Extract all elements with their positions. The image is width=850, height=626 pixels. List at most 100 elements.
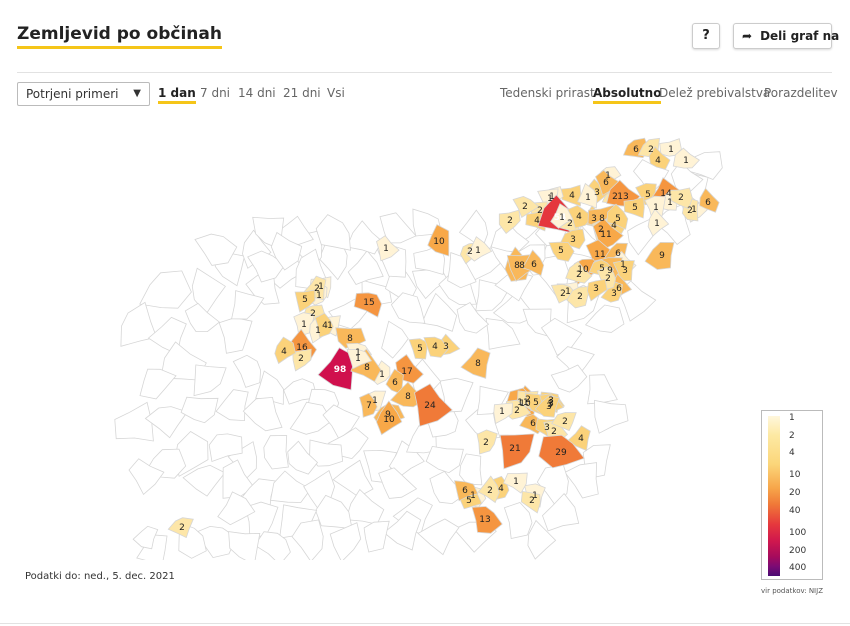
municipality[interactable] — [493, 402, 513, 425]
municipality[interactable] — [279, 504, 318, 539]
metric-select[interactable]: Potrjeni primeri ▼ — [17, 82, 150, 106]
municipality[interactable] — [584, 304, 625, 333]
municipality[interactable] — [383, 510, 422, 551]
municipality[interactable] — [222, 459, 255, 499]
municipality[interactable] — [139, 270, 192, 309]
share-button[interactable]: ➦ Deli graf na — [733, 23, 839, 49]
municipality[interactable] — [182, 464, 226, 497]
municipality[interactable] — [699, 187, 720, 213]
municipality[interactable] — [180, 396, 219, 424]
municipality[interactable] — [548, 241, 575, 262]
municipality[interactable] — [503, 472, 528, 494]
municipality[interactable] — [499, 433, 535, 470]
tab-14-dni[interactable]: 14 dni — [238, 86, 276, 100]
municipality[interactable] — [522, 249, 545, 277]
municipality[interactable] — [254, 531, 291, 560]
municipality[interactable] — [466, 236, 493, 262]
municipality[interactable] — [460, 347, 491, 379]
municipality[interactable] — [270, 231, 303, 271]
municipality[interactable] — [456, 301, 490, 334]
municipality[interactable] — [648, 146, 671, 170]
municipality[interactable] — [540, 317, 583, 356]
municipality[interactable] — [527, 519, 557, 560]
municipality[interactable] — [414, 383, 453, 427]
municipality[interactable] — [512, 195, 540, 218]
municipality[interactable] — [520, 490, 541, 514]
municipality[interactable] — [309, 439, 344, 467]
municipality[interactable] — [167, 517, 194, 539]
municipality[interactable] — [315, 494, 353, 530]
municipality[interactable] — [577, 182, 598, 209]
municipality[interactable] — [314, 312, 334, 338]
municipality[interactable] — [263, 435, 289, 470]
municipality[interactable] — [270, 470, 312, 503]
municipality[interactable] — [184, 302, 221, 332]
municipality[interactable] — [332, 459, 374, 498]
municipality[interactable] — [294, 289, 316, 313]
municipality[interactable] — [594, 399, 629, 434]
municipality[interactable] — [596, 266, 617, 291]
municipality[interactable] — [538, 434, 585, 469]
municipality[interactable] — [353, 292, 383, 318]
municipality[interactable] — [218, 317, 253, 354]
municipality[interactable] — [346, 348, 373, 370]
tab-7-dni[interactable]: 7 dni — [200, 86, 231, 100]
municipality[interactable] — [329, 522, 362, 560]
municipality[interactable] — [322, 404, 360, 440]
tab-vsi[interactable]: Vsi — [327, 86, 345, 100]
municipality[interactable] — [417, 518, 460, 556]
municipality[interactable] — [542, 492, 580, 532]
municipality[interactable] — [647, 208, 670, 237]
municipality[interactable] — [669, 187, 693, 210]
municipality[interactable] — [193, 364, 227, 397]
municipality[interactable] — [556, 346, 595, 379]
municipality[interactable] — [217, 491, 256, 526]
municipality[interactable] — [381, 320, 409, 359]
municipality[interactable] — [471, 506, 503, 534]
municipality[interactable] — [534, 395, 561, 418]
municipality[interactable] — [208, 433, 243, 463]
municipality[interactable] — [128, 458, 165, 496]
help-button[interactable]: ? — [692, 23, 720, 49]
municipality[interactable] — [459, 453, 483, 486]
municipality[interactable] — [423, 336, 450, 358]
municipality[interactable] — [453, 480, 479, 502]
municipality[interactable] — [425, 445, 464, 474]
municipality[interactable] — [359, 392, 378, 418]
tab-absolutno[interactable]: Absolutno — [593, 86, 662, 104]
municipality[interactable] — [194, 233, 238, 266]
municipality[interactable] — [283, 378, 318, 405]
municipality[interactable] — [274, 336, 296, 365]
tab-porazdelitev[interactable]: Porazdelitev — [764, 86, 838, 100]
municipality[interactable] — [376, 400, 403, 436]
tab-delez-prebivalstva[interactable]: Delež prebivalstva — [659, 86, 771, 100]
municipality[interactable] — [476, 385, 510, 416]
municipality[interactable] — [345, 488, 385, 525]
municipality[interactable] — [477, 475, 500, 504]
municipality[interactable] — [565, 260, 593, 284]
tab-tedenski-prirast[interactable]: Tedenski prirast — [500, 86, 595, 100]
municipality[interactable] — [390, 292, 426, 324]
municipality[interactable] — [378, 467, 418, 499]
municipality[interactable] — [363, 520, 390, 553]
municipality[interactable] — [458, 209, 489, 249]
municipality[interactable] — [550, 364, 588, 393]
municipality[interactable] — [287, 440, 319, 475]
municipality[interactable] — [347, 250, 384, 285]
municipality[interactable] — [567, 425, 591, 452]
municipality[interactable] — [289, 401, 333, 435]
municipality[interactable] — [144, 406, 188, 439]
municipality[interactable] — [346, 220, 383, 255]
municipality[interactable] — [550, 203, 577, 229]
municipality[interactable] — [498, 209, 521, 234]
municipality[interactable] — [586, 278, 608, 302]
municipality[interactable] — [215, 389, 249, 422]
municipality[interactable] — [228, 531, 261, 560]
municipality[interactable] — [564, 462, 599, 499]
municipality[interactable] — [644, 195, 666, 220]
municipality[interactable] — [536, 464, 569, 508]
municipality[interactable] — [476, 429, 498, 455]
municipality[interactable] — [227, 441, 257, 480]
municipality[interactable] — [485, 318, 521, 350]
tab-1-dan[interactable]: 1 dan — [158, 86, 196, 104]
